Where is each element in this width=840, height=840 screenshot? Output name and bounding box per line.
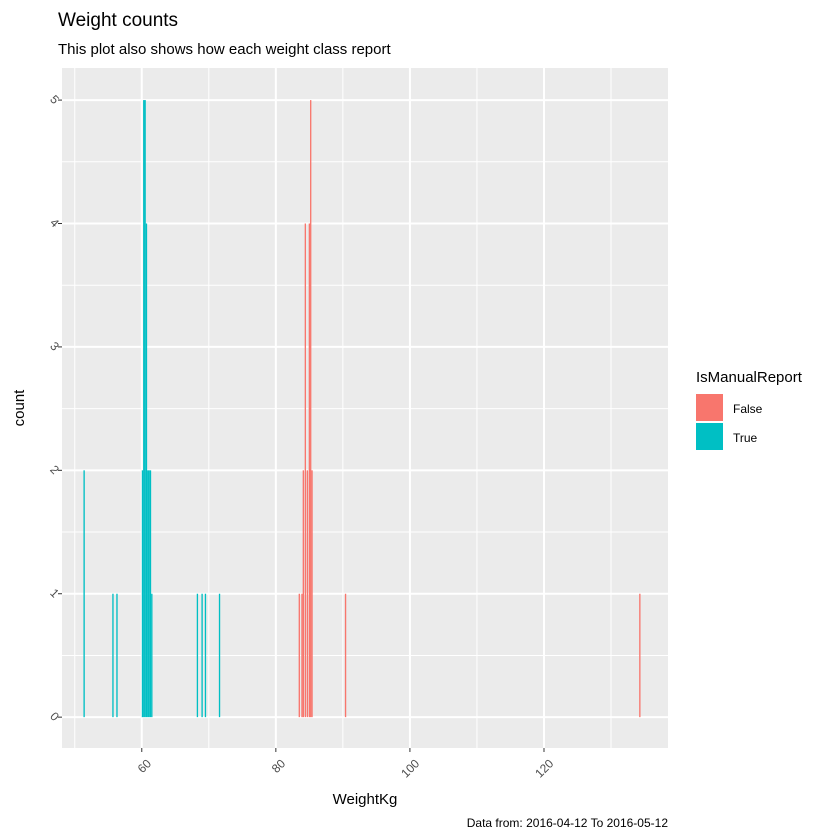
bar-false xyxy=(306,470,309,718)
bar-true xyxy=(144,100,146,718)
x-axis-label: WeightKg xyxy=(333,791,398,808)
bar-false xyxy=(304,223,307,718)
bar-false xyxy=(344,593,347,718)
x-tick-label: 100 xyxy=(398,756,422,780)
legend-item-false: False xyxy=(696,394,763,421)
bar-true xyxy=(147,470,149,718)
bar-true xyxy=(112,593,114,718)
x-tick-label: 120 xyxy=(532,756,556,780)
legend-label-true: True xyxy=(733,431,758,445)
bar-true xyxy=(83,470,85,718)
chart-title: Weight counts xyxy=(58,10,178,31)
bar-true xyxy=(201,593,203,718)
legend-swatch-false xyxy=(696,394,723,421)
legend-swatch-true xyxy=(696,423,723,450)
bar-false xyxy=(302,470,304,718)
bar-false xyxy=(639,593,641,718)
bar-true xyxy=(145,223,148,718)
bar-true xyxy=(148,470,150,718)
bar-true xyxy=(116,593,118,718)
bar-true xyxy=(141,470,144,718)
bar-false xyxy=(308,223,311,718)
plot-panel xyxy=(62,68,668,748)
x-tick-label: 80 xyxy=(269,756,289,776)
legend-label-false: False xyxy=(733,402,763,416)
x-tick-label: 60 xyxy=(135,756,155,776)
bar-true xyxy=(196,593,199,718)
bar-false xyxy=(301,593,303,718)
chart-subtitle: This plot also shows how each weight cla… xyxy=(58,41,391,58)
grid-lines xyxy=(62,68,668,748)
caption: Data from: 2016-04-12 To 2016-05-12 xyxy=(467,816,669,830)
bar-false xyxy=(298,593,300,718)
bars xyxy=(83,100,641,718)
legend-item-true: True xyxy=(696,423,758,450)
bar-true xyxy=(218,593,221,718)
legend-title: IsManualReport xyxy=(696,369,803,386)
bar-true xyxy=(143,100,145,718)
y-axis-label: count xyxy=(11,389,28,427)
bar-true xyxy=(149,470,152,718)
bar-false xyxy=(311,470,313,718)
bar-false xyxy=(310,100,312,718)
bar-true xyxy=(151,593,153,718)
bar-true xyxy=(204,593,207,718)
